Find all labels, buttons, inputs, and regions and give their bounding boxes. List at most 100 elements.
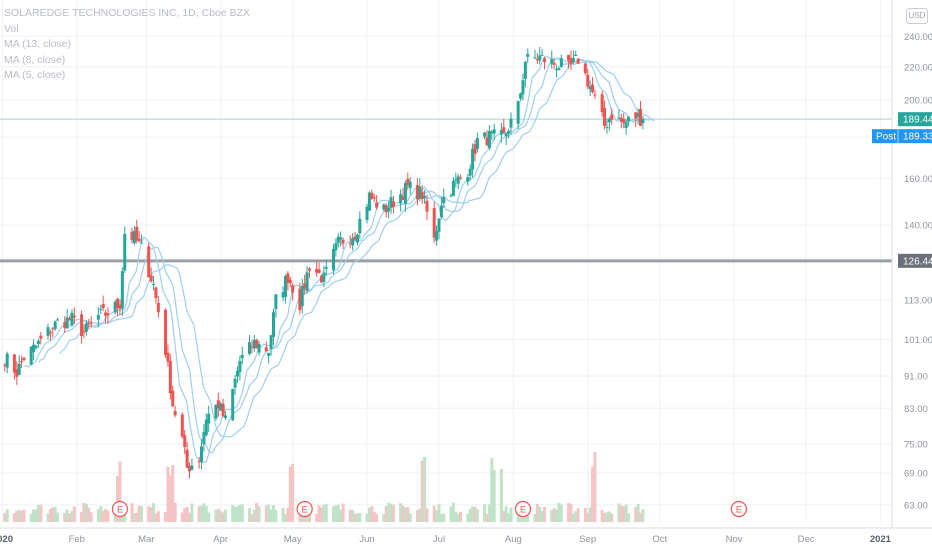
candle-body <box>540 54 544 56</box>
candle <box>307 267 311 278</box>
candle <box>233 374 237 395</box>
candle <box>358 211 362 239</box>
candle <box>418 178 422 202</box>
candle <box>317 262 321 274</box>
candle <box>298 282 302 315</box>
last-price-label: 189.44 <box>898 112 932 127</box>
legend-ma-5[interactable]: MA (5, close) <box>4 69 66 81</box>
candle-body <box>406 178 410 186</box>
candles <box>3 46 645 479</box>
volume-bar <box>387 502 391 522</box>
volume-bar <box>451 502 455 522</box>
volume-bar <box>475 509 479 522</box>
candle <box>583 62 587 76</box>
candle <box>255 338 259 349</box>
candle-body <box>3 364 7 366</box>
candle <box>17 355 21 376</box>
candle <box>334 238 338 257</box>
candle <box>130 228 134 244</box>
candle-body <box>257 344 261 353</box>
candle <box>516 100 520 130</box>
volume-bar <box>418 508 422 522</box>
earnings-circle <box>111 500 129 518</box>
volume-bar <box>624 504 628 522</box>
candle-body <box>283 276 287 297</box>
candle <box>591 77 595 94</box>
candle-body <box>415 185 419 200</box>
volume-bar <box>367 507 371 522</box>
candle <box>339 231 343 247</box>
candle-body <box>32 344 36 353</box>
volume-bar <box>173 502 177 522</box>
candle <box>264 341 268 353</box>
candle <box>432 202 436 243</box>
currency-badge[interactable]: USD <box>906 8 928 24</box>
legend-ma-8[interactable]: MA (8, close) <box>4 53 66 66</box>
candle <box>72 307 76 325</box>
candle-body <box>99 308 103 310</box>
volume-bar <box>185 506 189 522</box>
candle-body <box>185 449 189 468</box>
candle-body <box>355 234 359 243</box>
candle-body <box>454 179 458 181</box>
volume-bar <box>202 503 206 522</box>
candle-body <box>101 304 105 309</box>
volume-bar <box>504 506 508 522</box>
candle-body <box>135 226 139 241</box>
candle-body <box>502 127 506 133</box>
candle-body <box>639 108 643 126</box>
candle-body <box>403 183 407 204</box>
candle <box>257 340 261 356</box>
candle <box>238 355 242 381</box>
candle <box>56 318 60 322</box>
candle <box>166 344 170 367</box>
candle-body <box>509 118 513 128</box>
candle <box>106 307 110 324</box>
volume-bar <box>439 514 443 522</box>
candle <box>540 48 544 56</box>
candle-body <box>382 204 386 210</box>
time-axis[interactable]: 2020 Feb Mar Apr May Jun Jul Aug Sep Oct Nov Dec 202… <box>0 527 932 545</box>
legend-volume[interactable]: Vol <box>4 22 19 35</box>
volume-bar <box>87 507 91 522</box>
volume-bar <box>586 512 590 522</box>
candle <box>82 324 86 339</box>
post-market-bg <box>872 129 932 144</box>
candle <box>204 413 208 437</box>
post-market-label: Post 189.33 <box>872 129 932 144</box>
candle-body <box>571 57 575 63</box>
candle <box>526 48 530 64</box>
volume-bar <box>96 509 100 522</box>
candle <box>552 58 556 70</box>
volume-bar <box>617 503 621 522</box>
volume-bar <box>375 514 379 522</box>
candle <box>617 109 621 120</box>
candle <box>219 401 223 411</box>
candle-body <box>550 59 554 64</box>
candle <box>504 133 508 146</box>
candle-body <box>238 360 242 372</box>
candle-body <box>425 200 429 212</box>
symbol-title[interactable]: SOLAREDGE TECHNOLOGIES INC, 1D, Cboe BZX <box>4 7 251 19</box>
time-tick-label: Jun <box>359 534 374 545</box>
candle-body <box>439 205 443 217</box>
candle-body <box>475 138 479 150</box>
volume-bar <box>432 505 436 522</box>
candle <box>348 235 352 249</box>
candle-body <box>183 435 187 447</box>
volume-bar <box>216 508 220 522</box>
candle <box>3 363 7 372</box>
candle-body <box>29 346 33 365</box>
candle-body <box>567 54 571 61</box>
candle <box>586 68 590 89</box>
candle-body <box>605 126 609 128</box>
volume-bar <box>372 511 376 522</box>
volume-bar <box>233 506 237 522</box>
volume-bar <box>382 513 386 522</box>
price-tick-label: 75.00 <box>904 439 928 450</box>
legend-ma-13[interactable]: MA (13, close) <box>4 38 72 50</box>
volume-bar <box>567 502 571 522</box>
candle-body <box>51 328 55 330</box>
